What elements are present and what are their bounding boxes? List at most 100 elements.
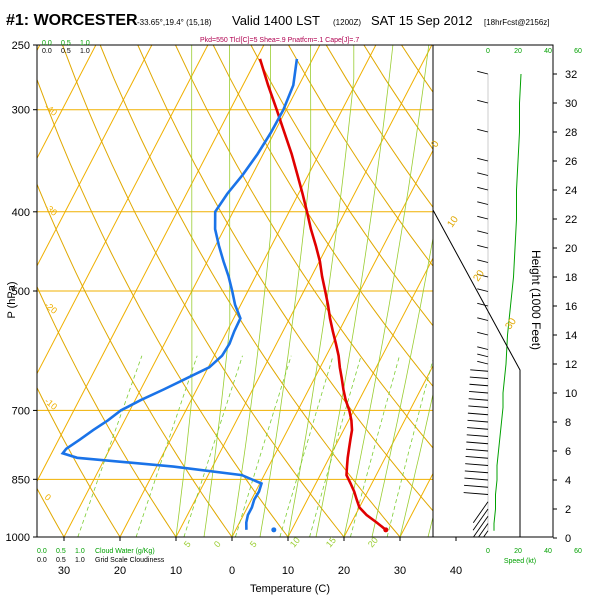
isotherm-line (37, 45, 209, 375)
moist-adiabat (259, 45, 312, 537)
wind-barb (466, 434, 489, 437)
wind-barb (467, 419, 489, 423)
valid-date: SAT 15 Sep 2012 (371, 13, 472, 28)
moist-adiabat (287, 45, 355, 537)
height-tick-label: 0 (565, 533, 571, 545)
isotherm-label: -10 (43, 396, 59, 412)
wind-barb (477, 288, 489, 292)
wind-barb (477, 302, 489, 307)
temp-tick-label: 10 (282, 565, 294, 577)
mixing-ratio-line (350, 355, 400, 537)
dry-adiabat (37, 386, 121, 537)
height-tick-label: 30 (565, 98, 577, 110)
dry-adiabat (212, 45, 433, 388)
height-tick-label: 22 (565, 214, 577, 226)
cloud-top-legend: 0.5 (61, 40, 71, 47)
dry-adiabat (552, 45, 600, 537)
moist-adiabat (315, 45, 394, 537)
temperature-profile (258, 58, 387, 531)
wind-frame (432, 44, 554, 538)
cloud-bottom-legend-green: 0.0 (37, 548, 47, 555)
cloud-bottom-legend-green: 0.5 (56, 548, 66, 555)
boundary-line (432, 209, 521, 537)
cloud-top-legend: 1.0 (80, 40, 90, 47)
wind-barb (465, 448, 489, 452)
temp-tick-label: 0 (229, 565, 235, 577)
wind-barb (469, 376, 489, 379)
wind-barb (467, 427, 489, 430)
pressure-tick-label: 300 (12, 105, 30, 117)
isotherm-label: -40 (43, 102, 59, 118)
dry-adiabat (62, 45, 345, 537)
height-tick-label: 2 (565, 504, 571, 516)
mixing-ratio-line (77, 355, 143, 537)
wind-barb (466, 441, 489, 445)
dry-adiabat (175, 45, 433, 449)
station-coords: -33.65°,19.4° (15,18) (137, 18, 212, 27)
wind-barb (477, 215, 489, 220)
pressure-tick-label: 400 (12, 207, 30, 219)
cloud-bottom-legend-green: Cloud Water (g/Kg) (95, 548, 155, 555)
wind-barb (465, 456, 489, 459)
wind-barb (477, 70, 489, 75)
height-tick-label: 20 (565, 243, 577, 255)
cloud-bottom-legend-black: 0.0 (37, 557, 47, 564)
surface-temperature (383, 527, 389, 533)
isotherm-label: -20 (43, 300, 59, 316)
pressure-tick-label: 250 (12, 40, 30, 52)
pressure-tick-label: 700 (12, 405, 30, 417)
wind-barb (468, 398, 489, 401)
speed-top-label: 40 (544, 48, 552, 55)
wind-barb (464, 470, 489, 474)
speed-bottom-label: 40 (544, 548, 552, 555)
speed-axis-label: Speed (kt) (504, 558, 536, 565)
wind-barb (477, 259, 489, 263)
utc-time: (1200Z) (333, 18, 361, 27)
mixing-ratio-line (309, 355, 362, 537)
wind-barb (472, 515, 489, 537)
height-tick-label: 28 (565, 127, 577, 139)
wind-barb (472, 508, 489, 531)
cloud-bottom-legend-black: 1.0 (75, 557, 85, 564)
isotherm-line (119, 45, 377, 537)
height-tick-label: 24 (565, 185, 577, 197)
dry-adiabat (288, 45, 433, 267)
height-tick-label: 12 (565, 359, 577, 371)
y-axis-label: P (hPa) (6, 281, 18, 318)
dry-adiabat (37, 78, 289, 537)
speed-bottom-label: 60 (574, 548, 582, 555)
height-tick-label: 10 (565, 388, 577, 400)
surface-dewpoint (271, 527, 277, 533)
isotherm-line (175, 45, 433, 537)
temp-tick-label: 40 (450, 565, 462, 577)
isotherm-line (37, 45, 265, 483)
wind-barb (477, 157, 489, 162)
dewpoint-profile (60, 58, 299, 530)
height-tick-label: 16 (565, 301, 577, 313)
wind-barb (483, 530, 489, 537)
moist-adiabat (371, 236, 433, 537)
wind-barb (472, 501, 489, 523)
dry-adiabat (37, 487, 65, 537)
speed-bottom-label: 0 (486, 548, 490, 555)
moist-adiabat-label: 5 (182, 539, 193, 549)
pressure-tick-label: 1000 (6, 532, 30, 544)
speed-profile (493, 73, 522, 531)
moist-adiabat-label: 10 (288, 535, 302, 549)
cloud-top-legend-black: 1.0 (80, 48, 90, 55)
cloud-bottom-legend-green: 1.0 (75, 548, 85, 555)
height-tick-label: 18 (565, 272, 577, 284)
wind-barb (477, 186, 489, 191)
wind-barb (477, 273, 489, 278)
moist-adiabat (399, 392, 433, 537)
wind-barb (477, 128, 489, 133)
right-axis-label: Height (1000 Feet) (529, 250, 543, 350)
moist-adiabat-label: 20 (366, 535, 380, 549)
wind-barb (477, 244, 489, 249)
wind-barb (477, 523, 489, 537)
wind-barb (470, 369, 489, 372)
wind-barb (477, 230, 489, 234)
wind-barb (477, 99, 489, 104)
wind-barb (469, 391, 489, 394)
temp-tick-label: 30 (58, 565, 70, 577)
